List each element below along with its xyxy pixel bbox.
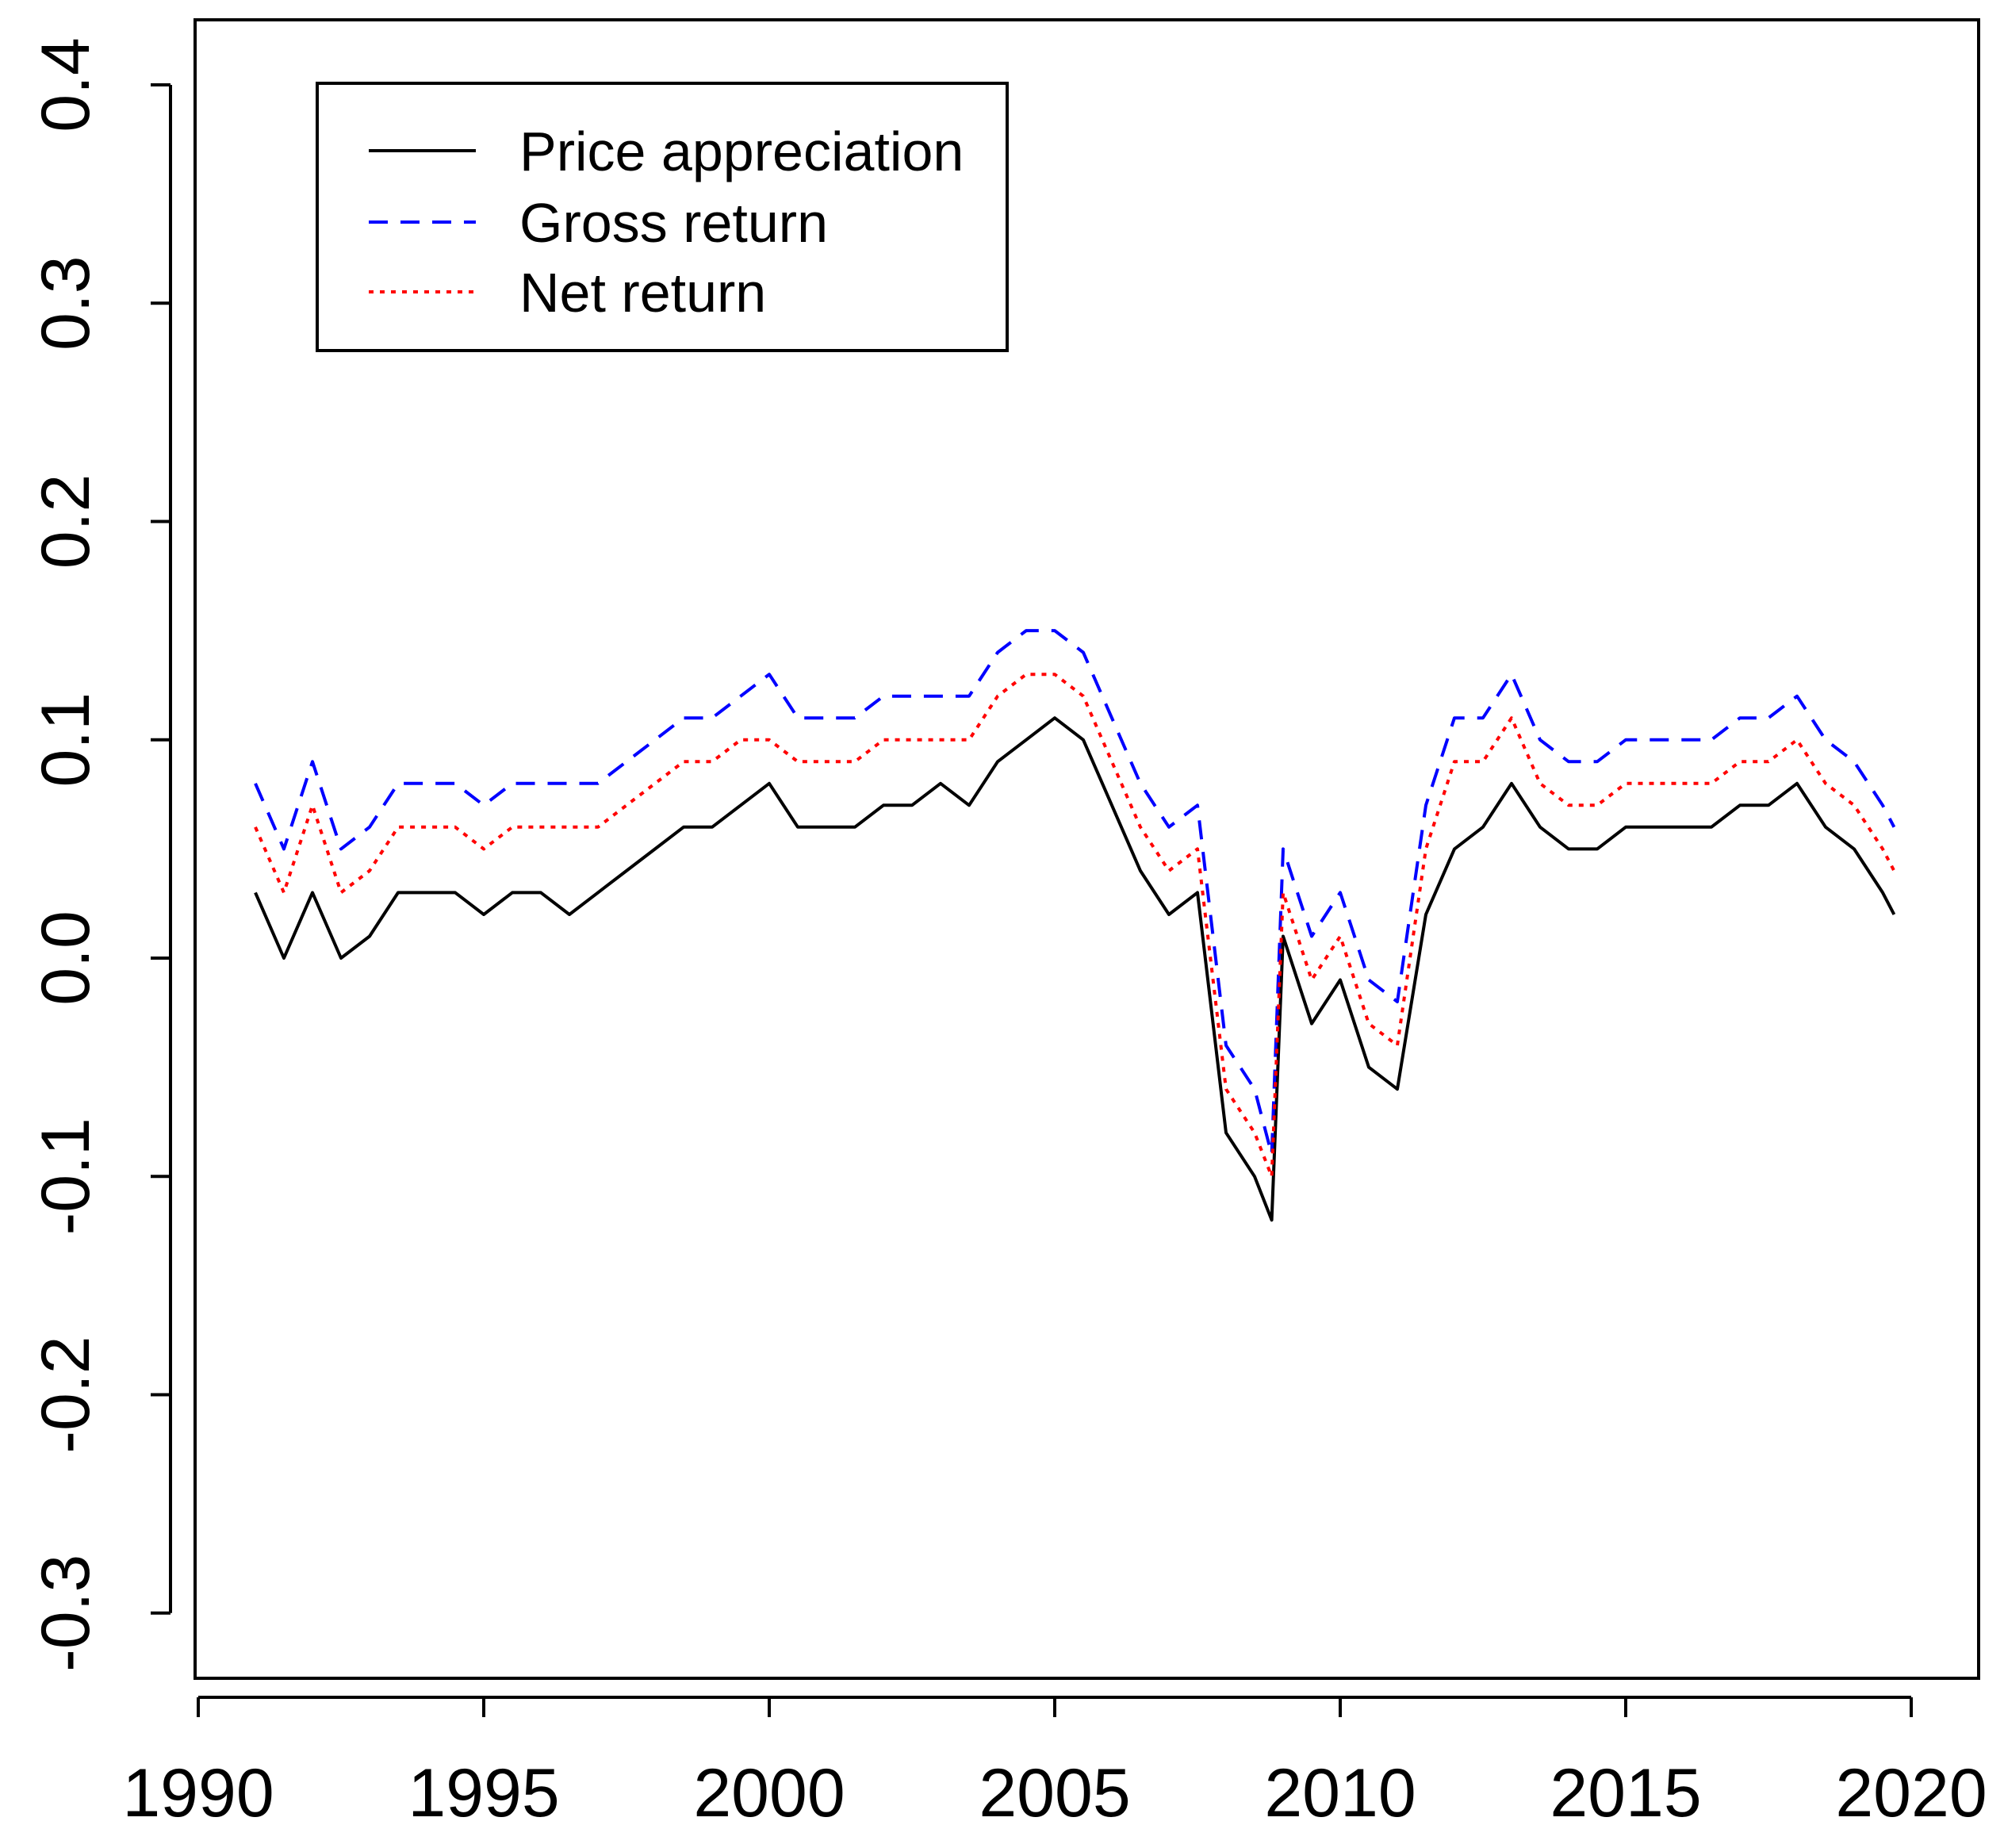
y-tick-label: 0.1 — [28, 692, 104, 788]
series-layer — [254, 629, 1896, 1222]
legend-label-net: Net return — [519, 262, 766, 324]
y-tick-label: -0.1 — [28, 1118, 104, 1235]
series-line-gross-return — [254, 629, 1896, 1156]
x-tick-label: 2000 — [693, 1755, 845, 1831]
series-line-net-return — [254, 673, 1896, 1179]
legend-label-gross: Gross return — [519, 192, 828, 254]
plot-frame — [194, 18, 1980, 1680]
y-tick-label: 0.2 — [28, 474, 104, 569]
legend-label-price: Price appreciation — [519, 121, 964, 182]
y-tick-label: -0.3 — [28, 1555, 104, 1672]
legend-box — [316, 82, 1009, 352]
series-line-price-appreciation — [254, 716, 1896, 1222]
y-tick-label: 0.0 — [28, 911, 104, 1006]
y-tick-label: 0.3 — [28, 255, 104, 351]
y-tick-label: -0.2 — [28, 1336, 104, 1453]
x-tick-label: 2010 — [1264, 1755, 1416, 1831]
legend: Price appreciation Gross return Net retu… — [316, 82, 1009, 352]
x-tick-label: 1990 — [122, 1755, 274, 1831]
x-tick-label: 1995 — [408, 1755, 559, 1831]
x-tick-label: 2005 — [979, 1755, 1130, 1831]
x-tick-label: 2015 — [1550, 1755, 1701, 1831]
x-tick-label: 2020 — [1835, 1755, 1987, 1831]
x-axis: 1990 1995 2000 2005 2010 2015 2020 — [122, 1696, 1987, 1831]
y-tick-label: 0.4 — [28, 37, 104, 132]
y-axis: -0.3 -0.2 -0.1 0.0 0.1 0.2 0.3 0.4 — [28, 37, 172, 1672]
